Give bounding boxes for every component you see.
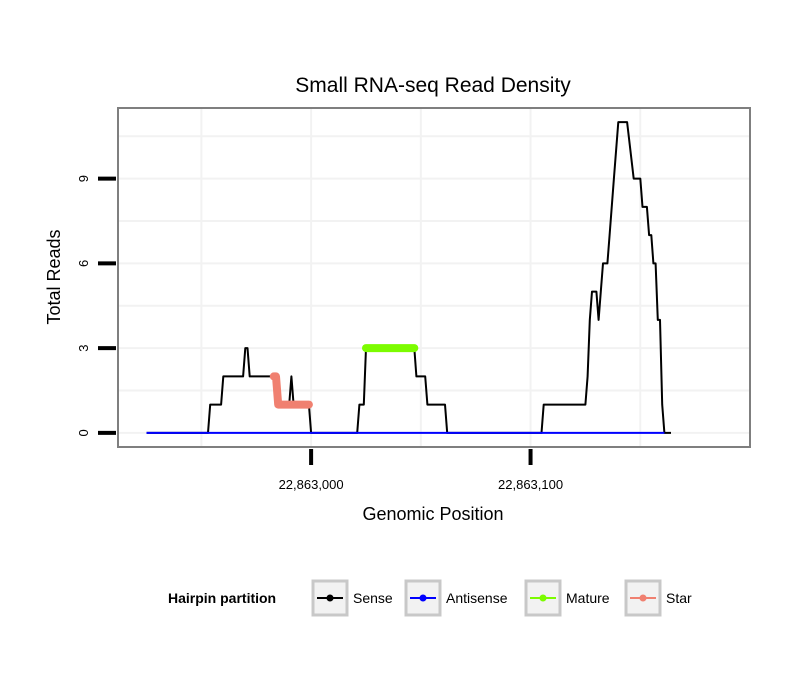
- legend-title: Hairpin partition: [168, 590, 276, 606]
- legend-swatch-point: [639, 594, 647, 602]
- legend-swatch-point: [539, 594, 547, 602]
- legend-label-sense: Sense: [353, 590, 393, 606]
- legend-label-mature: Mature: [566, 590, 610, 606]
- y-axis-title: Total Reads: [44, 229, 64, 324]
- legend: Hairpin partition Sense Antisense Mature St…: [168, 579, 692, 617]
- y-tick-label: 6: [76, 260, 91, 267]
- legend-label-antisense: Antisense: [446, 590, 508, 606]
- y-tick-label: 9: [76, 175, 91, 182]
- series-line-star: [269, 372, 313, 409]
- legend-swatch-point: [419, 594, 427, 602]
- axes: 0 3 6 9 22,863,000 22,863,100: [76, 175, 563, 492]
- x-axis-title: Genomic Position: [362, 504, 503, 524]
- x-tick-label: 22,863,000: [279, 477, 344, 492]
- y-tick-label: 0: [76, 429, 91, 436]
- y-tick-label: 3: [76, 345, 91, 352]
- legend-swatch-point: [326, 594, 334, 602]
- x-tick-label: 22,863,100: [498, 477, 563, 492]
- legend-label-star: Star: [666, 590, 692, 606]
- series-layer: [146, 121, 671, 434]
- chart-title: Small RNA-seq Read Density: [295, 74, 571, 97]
